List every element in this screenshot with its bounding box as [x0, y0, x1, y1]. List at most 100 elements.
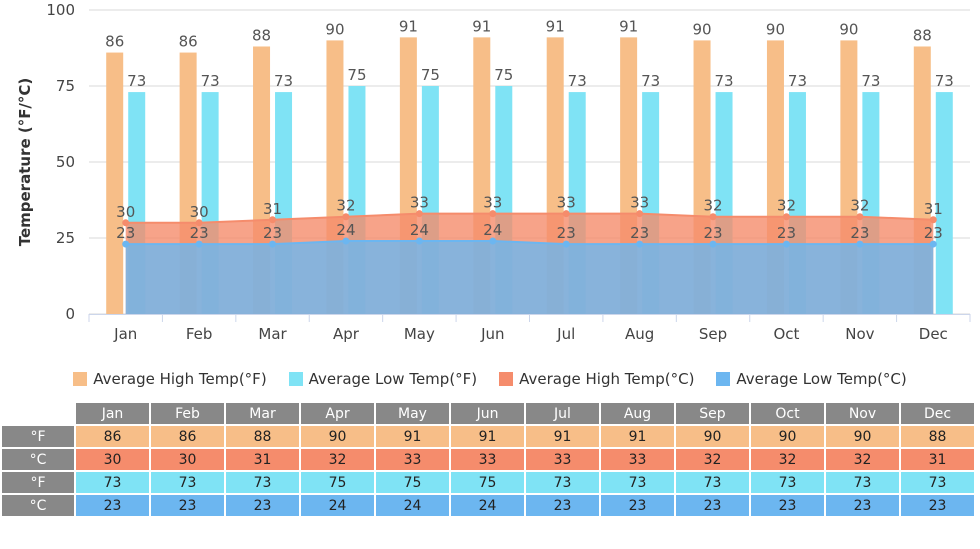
data-label: 75	[421, 66, 440, 84]
table-unit-cell: °C	[2, 449, 74, 470]
table-unit-cell: °F	[2, 472, 74, 493]
table-cell: 24	[301, 495, 374, 516]
data-point	[415, 237, 423, 245]
table-cell: 73	[751, 472, 824, 493]
table-cell: 23	[76, 495, 149, 516]
series-line	[125, 212, 934, 224]
table-cell: 86	[151, 426, 224, 447]
table-month-header: Feb	[151, 403, 224, 424]
table-cell: 86	[76, 426, 149, 447]
table-cell: 31	[226, 449, 299, 470]
data-point	[929, 216, 937, 224]
data-point	[269, 240, 277, 248]
data-label: 88	[252, 26, 271, 44]
bar	[935, 92, 953, 314]
table-cell: 23	[751, 495, 824, 516]
data-label: 30	[116, 203, 135, 221]
data-label: 24	[336, 221, 355, 239]
data-point	[782, 213, 790, 221]
data-point	[782, 240, 790, 248]
legend-swatch	[716, 372, 731, 386]
table-month-header: Nov	[826, 403, 899, 424]
data-point	[489, 237, 497, 245]
data-label: 86	[179, 33, 198, 51]
data-label: 73	[274, 72, 293, 90]
legend-label: Average High Temp(°F)	[93, 370, 267, 388]
table-cell: 90	[301, 426, 374, 447]
y-tick-label: 50	[56, 153, 75, 171]
data-label: 24	[483, 221, 502, 239]
legend-item[interactable]: Average Low Temp(°F)	[288, 370, 478, 388]
data-label: 33	[483, 194, 502, 212]
legend-label: Average Low Temp(°F)	[308, 370, 478, 388]
data-label: 73	[788, 72, 807, 90]
data-label: 91	[546, 17, 565, 35]
table-month-header: Mar	[226, 403, 299, 424]
table-row: °C 23 23 23 24 24 24 23 23 23 23 23 23	[2, 495, 974, 516]
table-cell: 32	[301, 449, 374, 470]
table-cell: 24	[376, 495, 449, 516]
data-label: 33	[557, 194, 576, 212]
x-tick-label: Jul	[556, 325, 575, 343]
table-cell: 30	[76, 449, 149, 470]
x-tick-label: Dec	[919, 325, 948, 343]
table-cell: 23	[526, 495, 599, 516]
data-label: 88	[913, 26, 932, 44]
data-label: 91	[399, 17, 418, 35]
x-tick-label: Sep	[699, 325, 727, 343]
data-label: 73	[935, 72, 954, 90]
legend-item[interactable]: Average Low Temp(°C)	[716, 370, 907, 388]
table-cell: 23	[151, 495, 224, 516]
table-cell: 73	[526, 472, 599, 493]
data-label: 90	[839, 20, 858, 38]
data-point	[562, 240, 570, 248]
table-cell: 91	[451, 426, 524, 447]
legend-swatch	[288, 372, 303, 386]
table-cell: 33	[526, 449, 599, 470]
data-label: 73	[861, 72, 880, 90]
table-cell: 73	[601, 472, 674, 493]
data-label: 32	[777, 197, 796, 215]
area-fill	[125, 241, 934, 314]
data-label: 23	[557, 224, 576, 242]
table-cell: 73	[151, 472, 224, 493]
data-label: 73	[641, 72, 660, 90]
data-label: 23	[850, 224, 869, 242]
data-label: 23	[777, 224, 796, 242]
table-row: °F 73 73 73 75 75 75 73 73 73 73 73 73	[2, 472, 974, 493]
table-cell: 73	[76, 472, 149, 493]
table-cell: 91	[601, 426, 674, 447]
y-tick-label: 100	[46, 1, 75, 19]
legend-label: Average Low Temp(°C)	[736, 370, 907, 388]
table-cell: 31	[901, 449, 974, 470]
table-cell: 24	[451, 495, 524, 516]
table-cell: 32	[751, 449, 824, 470]
table-cell: 90	[751, 426, 824, 447]
table-month-header: Oct	[751, 403, 824, 424]
table-unit-cell: °C	[2, 495, 74, 516]
table-cell: 33	[451, 449, 524, 470]
data-label: 91	[472, 17, 491, 35]
x-tick-label: Oct	[773, 325, 799, 343]
data-label: 23	[190, 224, 209, 242]
table-month-header: Jul	[526, 403, 599, 424]
data-label: 73	[127, 72, 146, 90]
data-label: 75	[494, 66, 513, 84]
data-label: 23	[703, 224, 722, 242]
legend-item[interactable]: Average High Temp(°C)	[499, 370, 694, 388]
table-cell: 88	[901, 426, 974, 447]
table-cell: 91	[526, 426, 599, 447]
table-cell: 75	[301, 472, 374, 493]
table-corner	[2, 403, 74, 424]
table-cell: 32	[826, 449, 899, 470]
legend-item[interactable]: Average High Temp(°F)	[73, 370, 267, 388]
data-point	[342, 213, 350, 221]
data-label: 90	[766, 20, 785, 38]
data-label: 23	[116, 224, 135, 242]
y-tick-label: 0	[65, 305, 75, 323]
table-row: °F 86 86 88 90 91 91 91 91 90 90 90 88	[2, 426, 974, 447]
y-tick-label: 75	[56, 77, 75, 95]
chart-legend: Average High Temp(°F) Average Low Temp(°F…	[0, 366, 980, 392]
table-cell: 90	[826, 426, 899, 447]
data-label: 73	[201, 72, 220, 90]
